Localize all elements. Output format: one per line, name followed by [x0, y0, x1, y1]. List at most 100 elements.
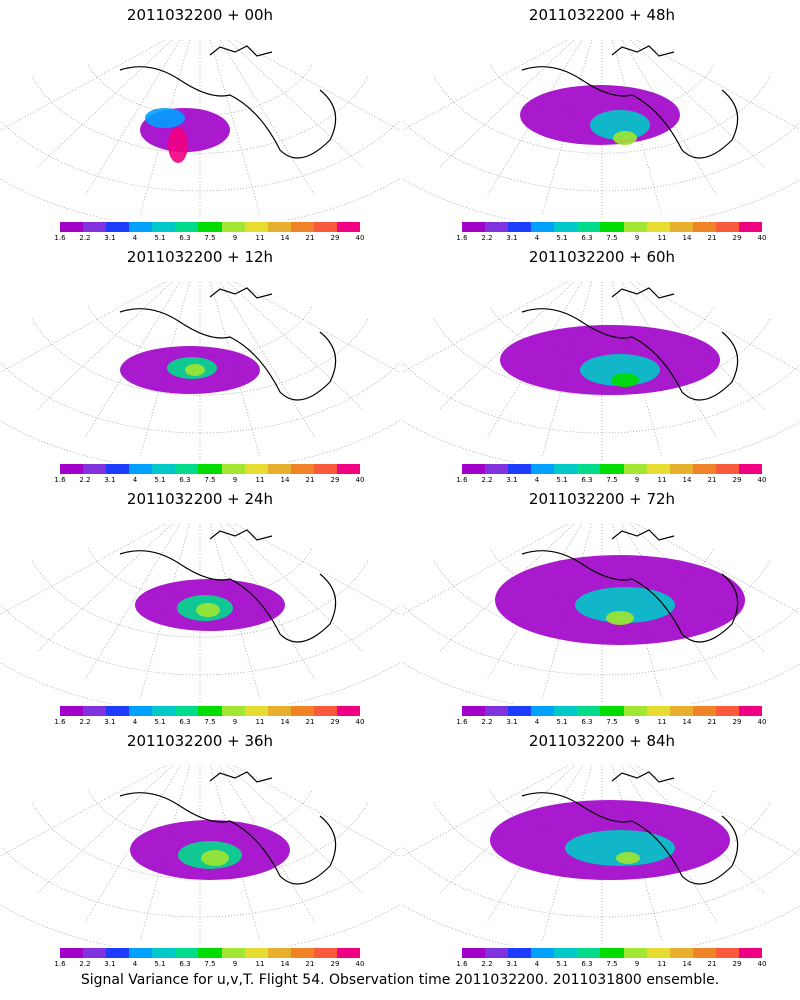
colorbar-tick-label: 21 — [305, 476, 315, 484]
colorbar-tick-label: 2.2 — [481, 718, 493, 726]
colorbar-swatch — [60, 222, 84, 232]
colorbar-swatch — [462, 706, 486, 716]
colorbar-tick-label: 5.1 — [154, 476, 166, 484]
colorbar-swatch — [106, 222, 130, 232]
coastline — [119, 771, 337, 885]
colorbar-swatch — [692, 948, 716, 958]
colorbar-swatch — [462, 948, 486, 958]
colorbar-tick-label: 14 — [280, 960, 290, 968]
colorbar-swatch — [221, 222, 245, 232]
colorbar-tick-label: 3.1 — [104, 234, 116, 242]
colorbar-tick-label: 21 — [305, 960, 315, 968]
colorbar — [60, 706, 361, 716]
figure-caption: Signal Variance for u,v,T. Flight 54. Ob… — [80, 972, 720, 988]
map-panel: 2011032200 + 24h 1.6 2.2 3.1 4 5.1 6.3 7.5 9 11 14… — [0, 484, 400, 726]
colorbar-swatch — [692, 706, 716, 716]
colorbar-swatch — [198, 706, 222, 716]
variance-contour — [606, 611, 634, 625]
colorbar-tick-label: 14 — [682, 718, 692, 726]
colorbar-tick-label: 14 — [280, 234, 290, 242]
panel-title: 2011032200 + 12h — [126, 248, 274, 266]
colorbar-swatch — [508, 706, 532, 716]
colorbar-tick-label: 6.3 — [179, 960, 191, 968]
polar-map — [0, 39, 400, 220]
colorbar-swatch — [577, 948, 601, 958]
colorbar-tick-label: 29 — [330, 718, 340, 726]
variance-contour — [611, 373, 639, 387]
colorbar-swatch — [244, 948, 268, 958]
colorbar-swatch — [508, 948, 532, 958]
colorbar-swatch — [485, 464, 509, 474]
colorbar-tick-label: 2.2 — [79, 718, 91, 726]
colorbar-swatch — [554, 706, 578, 716]
colorbar-tick-label: 9 — [232, 960, 238, 968]
colorbar-swatch — [290, 948, 314, 958]
colorbar-tick-label: 3.1 — [506, 718, 518, 726]
colorbar-swatch — [175, 222, 199, 232]
coastline — [119, 287, 337, 401]
colorbar-swatch — [198, 222, 222, 232]
colorbar-swatch — [313, 464, 337, 474]
colorbar-tick-label: 29 — [732, 234, 742, 242]
colorbar-swatch — [531, 464, 555, 474]
colorbar-tick-label: 11 — [255, 234, 265, 242]
colorbar-swatch — [198, 948, 222, 958]
colorbar-tick-label: 4 — [534, 960, 540, 968]
colorbar-swatch — [462, 464, 486, 474]
colorbar-tick-label: 29 — [732, 718, 742, 726]
colorbar-labels: 1.6 2.2 3.1 4 5.1 6.3 7.5 9 11 14 21 29 40 — [456, 960, 766, 970]
colorbar-tick-label: 29 — [732, 476, 742, 484]
colorbar-swatch — [152, 948, 176, 958]
colorbar-swatch — [129, 222, 153, 232]
colorbar-tick-label: 4 — [534, 718, 540, 726]
colorbar-tick-label: 2.2 — [79, 234, 91, 242]
colorbar-swatch — [313, 706, 337, 716]
colorbar-swatch — [221, 706, 245, 716]
colorbar-swatch — [290, 706, 314, 716]
colorbar-tick-label: 6.3 — [179, 476, 191, 484]
lat-lon-grid — [402, 39, 800, 220]
colorbar — [60, 464, 361, 474]
colorbar-tick-label: 11 — [657, 960, 667, 968]
colorbar-tick-label: 2.2 — [481, 476, 493, 484]
map-panel: 2011032200 + 48h 1.6 2.2 3.1 4 5.1 6.3 7.5 9 11 14… — [402, 0, 800, 242]
coastline — [521, 771, 739, 885]
colorbar-swatch — [313, 222, 337, 232]
colorbar-swatch — [267, 948, 291, 958]
colorbar-tick-label: 5.1 — [556, 476, 568, 484]
colorbar-tick-label: 6.3 — [581, 960, 593, 968]
colorbar-tick-label: 29 — [330, 234, 340, 242]
colorbar-swatch — [669, 948, 693, 958]
coastline — [119, 45, 337, 159]
colorbar-swatch — [715, 948, 739, 958]
polar-map — [0, 523, 400, 704]
colorbar-tick-label: 6.3 — [179, 234, 191, 242]
colorbar-tick-label: 1.6 — [54, 960, 66, 968]
colorbar-tick-label: 6.3 — [581, 234, 593, 242]
colorbar-swatch — [669, 706, 693, 716]
colorbar-swatch — [60, 706, 84, 716]
colorbar-tick-label: 21 — [707, 234, 717, 242]
panel-title: 2011032200 + 84h — [528, 732, 676, 750]
colorbar-swatch — [129, 464, 153, 474]
variance-contour — [196, 603, 220, 617]
colorbar-swatch — [577, 222, 601, 232]
colorbar-tick-label: 6.3 — [581, 718, 593, 726]
colorbar-swatch — [267, 222, 291, 232]
colorbar-tick-label: 29 — [330, 960, 340, 968]
polar-map — [402, 523, 800, 704]
colorbar-tick-label: 21 — [305, 718, 315, 726]
variance-contour — [185, 364, 205, 376]
colorbar-tick-label: 1.6 — [456, 960, 468, 968]
map-panel: 2011032200 + 72h 1.6 2.2 3.1 4 5.1 6.3 7.5 9 11 14… — [402, 484, 800, 726]
polar-map — [402, 39, 800, 220]
colorbar-labels: 1.6 2.2 3.1 4 5.1 6.3 7.5 9 11 14 21 29 40 — [456, 476, 766, 486]
colorbar-swatch — [313, 948, 337, 958]
colorbar-tick-label: 14 — [280, 476, 290, 484]
colorbar-tick-label: 40 — [757, 476, 767, 484]
coastline — [119, 529, 337, 643]
colorbar-tick-label: 14 — [682, 234, 692, 242]
colorbar-swatch — [738, 222, 763, 232]
colorbar-labels: 1.6 2.2 3.1 4 5.1 6.3 7.5 9 11 14 21 29 40 — [54, 234, 364, 244]
colorbar-swatch — [669, 464, 693, 474]
